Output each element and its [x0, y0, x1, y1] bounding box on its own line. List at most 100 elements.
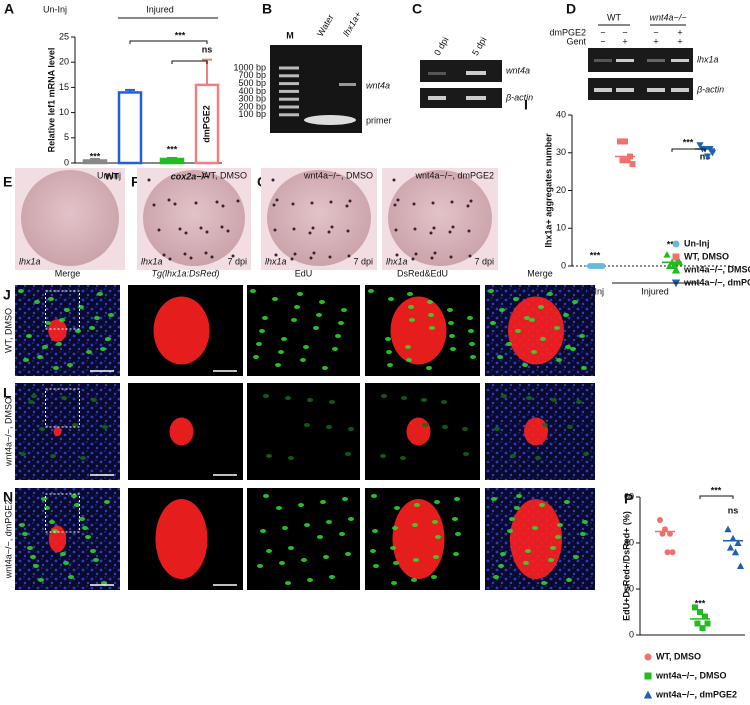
stain-dot — [215, 200, 219, 204]
edu-nucleus — [581, 366, 587, 370]
edu-nucleus — [371, 494, 377, 498]
edu-nucleus — [345, 452, 351, 456]
edu-nucleus — [525, 549, 531, 553]
edu-nucleus — [301, 558, 307, 562]
edu-nucleus — [31, 394, 37, 398]
edu-nucleus — [89, 326, 95, 330]
edu-nucleus — [463, 452, 469, 456]
edu-nucleus — [257, 564, 263, 568]
edu-nucleus — [272, 297, 278, 301]
edu-nucleus — [79, 517, 85, 521]
dsred-cell — [53, 426, 62, 437]
row-label: wnt4a−/−, dmPGE2 — [3, 500, 13, 580]
band-label: lhx1a — [697, 54, 719, 64]
treatment-label: Gent — [566, 36, 586, 46]
gene-label: lhx1a — [386, 256, 408, 266]
lane-label: M — [286, 30, 294, 40]
point — [662, 526, 668, 533]
edu-nucleus — [401, 396, 407, 400]
edu-nucleus — [48, 297, 54, 301]
stain-dot — [178, 227, 182, 231]
point — [629, 161, 636, 168]
band — [647, 88, 665, 92]
band — [339, 83, 356, 86]
stain-dot — [392, 178, 396, 182]
stain-dot — [271, 178, 275, 182]
edu-nucleus — [452, 517, 458, 521]
panel-label: P — [624, 491, 633, 507]
stain-dot — [466, 204, 470, 208]
edu-nucleus — [281, 337, 287, 341]
edu-nucleus — [332, 347, 338, 351]
legend-marker — [644, 672, 652, 680]
edu-nucleus — [580, 532, 586, 536]
stain-dot — [152, 203, 156, 207]
edu-nucleus — [80, 456, 86, 460]
edu-nucleus — [256, 342, 262, 346]
legend-label: wnt4a−/−, DMSO — [683, 264, 750, 274]
point — [699, 625, 706, 632]
edu-nucleus — [427, 300, 433, 304]
micrograph — [247, 488, 360, 590]
edu-nucleus — [570, 347, 576, 351]
edu-nucleus — [320, 500, 326, 504]
dsred-cell — [153, 296, 210, 365]
y-tick-label: 40 — [556, 109, 566, 119]
edu-nucleus — [30, 555, 36, 559]
stain-dot — [308, 231, 312, 235]
stain-dot — [226, 229, 230, 233]
point — [704, 620, 711, 627]
edu-nucleus — [68, 575, 74, 579]
edu-nucleus — [432, 520, 438, 524]
edu-nucleus — [59, 318, 65, 322]
edu-nucleus — [386, 350, 392, 354]
edu-nucleus — [576, 400, 582, 404]
edu-nucleus — [557, 523, 563, 527]
edu-nucleus — [513, 297, 519, 301]
y-tick-label: 60 — [624, 491, 634, 501]
edu-nucleus — [499, 308, 505, 312]
edu-nucleus — [500, 552, 506, 556]
stain-dot — [395, 253, 399, 257]
bracket — [129, 40, 208, 44]
ladder-band — [279, 97, 299, 101]
stain-dot — [205, 230, 209, 234]
stain-dot — [157, 228, 161, 232]
edu-nucleus — [266, 549, 272, 553]
y-tick-label: 0 — [629, 629, 634, 639]
band-label: wnt4a — [366, 80, 390, 90]
stain-dot — [348, 199, 352, 203]
stain-dot — [236, 199, 240, 203]
edu-nucleus — [541, 581, 547, 585]
y-tick-label: 5 — [64, 132, 69, 142]
ladder-label: 500 bp — [238, 78, 266, 88]
panel-label: A — [4, 1, 14, 17]
lane-label: 0 dpi — [432, 35, 450, 57]
edu-nucleus — [345, 552, 351, 556]
edu-nucleus — [372, 529, 378, 533]
edu-nucleus — [368, 289, 374, 293]
bar — [82, 159, 108, 165]
edu-nucleus — [19, 523, 25, 527]
edu-nucleus — [18, 289, 24, 293]
gel-image — [420, 88, 502, 108]
treatment-mark: + — [622, 36, 627, 46]
stain-dot — [194, 201, 198, 205]
y-tick-label: 20 — [556, 185, 566, 195]
edu-nucleus — [554, 326, 560, 330]
edu-nucleus — [341, 308, 347, 312]
edu-nucleus — [431, 575, 437, 579]
point — [665, 262, 674, 269]
edu-nucleus — [71, 494, 77, 498]
column-label: DsRed&EdU — [397, 268, 448, 278]
stain-dot — [450, 200, 454, 204]
edu-nucleus — [413, 558, 419, 562]
edu-nucleus — [433, 555, 439, 559]
legend-marker — [672, 240, 680, 248]
y-tick-label: 30 — [556, 147, 566, 157]
column-label: EdU — [295, 268, 313, 278]
edu-nucleus — [45, 321, 51, 325]
edu-nucleus — [75, 329, 81, 333]
stain-dot — [220, 225, 224, 229]
stain-dot — [431, 201, 435, 205]
